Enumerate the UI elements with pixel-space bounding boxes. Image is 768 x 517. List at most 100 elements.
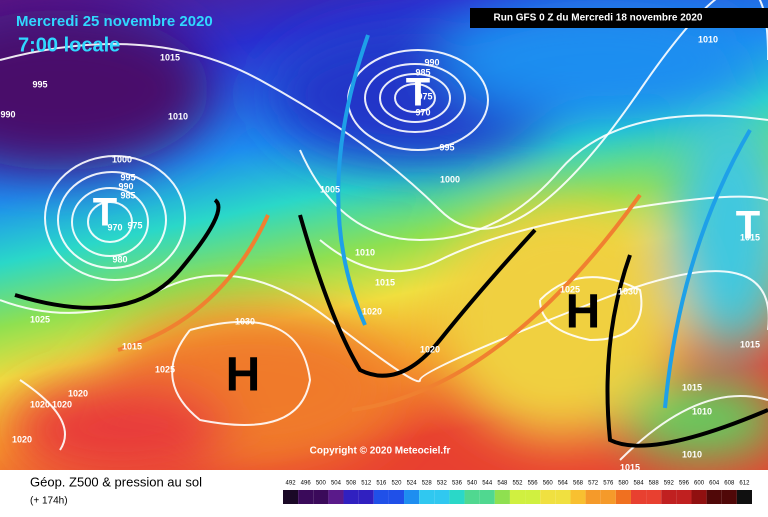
isobar-label: 980 <box>112 254 127 264</box>
isobar-label: 1015 <box>740 232 760 242</box>
colorbar-label: 564 <box>558 481 569 487</box>
colorbar-swatch <box>525 490 541 504</box>
colorbar-swatch <box>600 490 616 504</box>
isobar-label: 995 <box>32 79 47 89</box>
colorbar-label: 608 <box>724 481 735 487</box>
colorbar-label: 548 <box>497 481 508 487</box>
colorbar-label: 576 <box>603 481 614 487</box>
colorbar-swatch <box>419 490 435 504</box>
lead-time: (+ 174h) <box>30 496 68 507</box>
isobar-label: 1020 <box>30 399 50 409</box>
colorbar-swatch <box>721 490 737 504</box>
isobar-label: 1030 <box>618 286 638 296</box>
colorbar-swatch <box>434 490 450 504</box>
colorbar-label: 500 <box>316 481 327 487</box>
isobar-label: 1000 <box>440 174 460 184</box>
isobar-label: 1020 <box>420 344 440 354</box>
flow-arrows <box>117 34 752 412</box>
isobar-label: 1005 <box>320 184 340 194</box>
colorbar-swatch <box>630 490 647 504</box>
system-letter: T <box>93 191 117 235</box>
isobar-label: 1000 <box>112 154 132 164</box>
colorbar-label: 512 <box>361 481 372 487</box>
isobar-label: 1025 <box>560 284 580 294</box>
colorbar: 492 496 500 504 508 512 516 520 524 528 532 536 540 5… <box>283 481 752 504</box>
isobar-label: 1015 <box>682 382 702 392</box>
isobar-label: 1030 <box>235 316 255 326</box>
colorbar-label: 604 <box>709 481 720 487</box>
colorbar-label: 592 <box>664 481 675 487</box>
colorbar-swatch <box>676 490 692 504</box>
colorbar-label: 588 <box>649 481 660 487</box>
isobar-label: 1015 <box>375 277 395 287</box>
isobar-label: 1010 <box>168 111 188 121</box>
colorbar-label: 580 <box>618 481 629 487</box>
colorbar-label: 568 <box>573 481 584 487</box>
colorbar-label: 516 <box>376 481 387 487</box>
colorbar-swatch <box>343 490 359 504</box>
valid-date: Mercredi 25 novembre 2020 <box>16 13 213 30</box>
colorbar-label: 492 <box>286 481 297 487</box>
colorbar-swatch <box>570 490 586 504</box>
footer-title: Géop. Z500 & pression au sol <box>30 474 202 489</box>
colorbar-swatch <box>706 490 722 504</box>
isobar-label: 1020 <box>68 388 88 398</box>
isobar-label: 985 <box>415 67 430 77</box>
colorbar-swatch <box>646 490 662 504</box>
run-info: Run GFS 0 Z du Mercredi 18 novembre 2020 <box>494 13 703 24</box>
colorbar-label: 560 <box>543 481 554 487</box>
colorbar-swatch <box>449 490 465 504</box>
isobar-label: 1010 <box>692 406 712 416</box>
isobar-label: 975 <box>127 220 142 230</box>
colorbar-swatch <box>464 490 480 504</box>
isobar-label: 1015 <box>620 462 640 472</box>
colorbar-swatch <box>540 490 556 504</box>
colorbar-label: 520 <box>391 481 402 487</box>
system-letter: T <box>406 71 430 115</box>
isobar-label: 975 <box>417 91 432 101</box>
colorbar-label: 556 <box>528 481 539 487</box>
colorbar-swatch <box>358 490 374 504</box>
colorbar-swatch <box>283 490 299 504</box>
colorbar-swatch <box>661 490 677 504</box>
colorbar-swatch <box>555 490 571 504</box>
isobar-label: 985 <box>120 190 135 200</box>
colorbar-swatch <box>479 490 495 504</box>
troughs <box>14 198 768 448</box>
isobar-label: 990 <box>424 57 439 67</box>
colorbar-swatch <box>328 490 344 504</box>
isobar-label: 990 <box>0 109 15 119</box>
isobar-label: 1025 <box>30 314 50 324</box>
colorbar-label: 496 <box>301 481 312 487</box>
isobar-label: 995 <box>120 172 135 182</box>
isobar-label: 1020 <box>12 434 32 444</box>
colorbar-label: 504 <box>331 481 342 487</box>
colorbar-label: 532 <box>437 481 448 487</box>
colorbar-swatch <box>691 490 707 504</box>
isobar-label: 1010 <box>698 34 718 44</box>
colorbar-label: 528 <box>422 481 433 487</box>
isobar-label: 1020 <box>52 399 72 409</box>
colorbar-label: 536 <box>452 481 463 487</box>
colorbar-swatch <box>736 490 752 504</box>
colorbar-swatch <box>388 490 405 504</box>
colorbar-swatch <box>404 490 420 504</box>
colorbar-label: 572 <box>588 481 599 487</box>
colorbar-label: 524 <box>407 481 418 487</box>
copyright: Copyright © 2020 Meteociel.fr <box>310 446 451 457</box>
colorbar-label: 596 <box>679 481 690 487</box>
colorbar-label: 552 <box>512 481 523 487</box>
isobar-label: 1010 <box>682 449 702 459</box>
system-letter: H <box>226 349 261 402</box>
colorbar-label: 508 <box>346 481 357 487</box>
colorbar-swatch <box>494 490 510 504</box>
system-letter: T <box>736 204 760 248</box>
colorbar-label: 584 <box>634 481 645 487</box>
run-box <box>470 8 768 28</box>
isobar-label: 1010 <box>355 247 375 257</box>
colorbar-label: 612 <box>739 481 750 487</box>
isobar-label: 970 <box>107 222 122 232</box>
colorbar-swatch <box>615 490 631 504</box>
